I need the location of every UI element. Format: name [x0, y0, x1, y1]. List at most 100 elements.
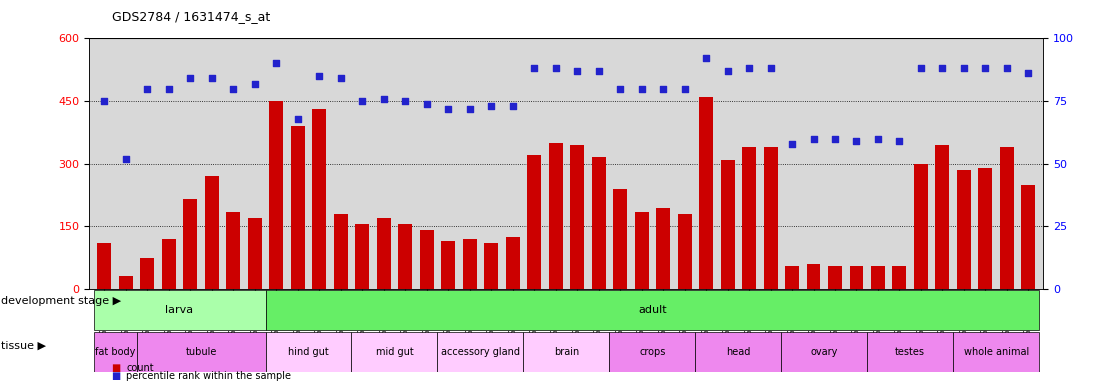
Bar: [763, 147, 778, 289]
Point: [805, 136, 822, 142]
Text: brain: brain: [554, 347, 579, 357]
Bar: [183, 199, 198, 289]
Text: count: count: [126, 363, 154, 373]
Bar: [205, 176, 219, 289]
Point: [375, 96, 393, 102]
Bar: [227, 212, 240, 289]
Bar: [893, 266, 906, 289]
Point: [633, 86, 651, 92]
Point: [719, 68, 737, 74]
Bar: [914, 164, 927, 289]
Bar: [136, 331, 266, 372]
Point: [95, 98, 113, 104]
Bar: [463, 239, 477, 289]
Text: ■: ■: [112, 363, 121, 373]
Bar: [570, 145, 584, 289]
Text: fat body: fat body: [95, 347, 135, 357]
Text: GDS2784 / 1631474_s_at: GDS2784 / 1631474_s_at: [112, 10, 270, 23]
Point: [160, 86, 177, 92]
Point: [310, 73, 328, 79]
Text: ■: ■: [112, 371, 121, 381]
Point: [138, 86, 156, 92]
Point: [224, 86, 242, 92]
Point: [698, 55, 715, 61]
Bar: [94, 331, 136, 372]
Point: [955, 65, 973, 71]
Text: accessory gland: accessory gland: [441, 347, 520, 357]
Bar: [613, 189, 627, 289]
Bar: [398, 224, 412, 289]
Point: [354, 98, 372, 104]
Point: [612, 86, 629, 92]
Bar: [269, 101, 283, 289]
Bar: [781, 331, 867, 372]
Text: testes: testes: [895, 347, 925, 357]
Point: [440, 106, 458, 112]
Bar: [828, 266, 841, 289]
Bar: [420, 230, 434, 289]
Bar: [635, 212, 648, 289]
Bar: [807, 264, 820, 289]
Bar: [721, 159, 734, 289]
Point: [396, 98, 414, 104]
Bar: [609, 331, 695, 372]
Point: [826, 136, 844, 142]
Bar: [953, 331, 1039, 372]
Bar: [377, 218, 391, 289]
Bar: [849, 266, 864, 289]
Text: crops: crops: [639, 347, 665, 357]
Point: [783, 141, 801, 147]
Point: [117, 156, 135, 162]
Text: mid gut: mid gut: [376, 347, 413, 357]
Point: [289, 116, 307, 122]
Bar: [591, 157, 606, 289]
Bar: [867, 331, 953, 372]
Text: hind gut: hind gut: [288, 347, 329, 357]
Point: [869, 136, 887, 142]
Bar: [956, 170, 971, 289]
Bar: [523, 331, 609, 372]
Point: [654, 86, 672, 92]
Point: [246, 80, 263, 86]
Text: development stage ▶: development stage ▶: [1, 296, 122, 306]
Bar: [352, 331, 437, 372]
Bar: [677, 214, 692, 289]
Point: [891, 138, 908, 144]
Bar: [355, 224, 369, 289]
Bar: [549, 143, 562, 289]
Point: [847, 138, 865, 144]
Bar: [699, 97, 713, 289]
Bar: [506, 237, 520, 289]
Bar: [94, 290, 266, 330]
Point: [503, 103, 521, 109]
Text: ovary: ovary: [810, 347, 838, 357]
Bar: [334, 214, 348, 289]
Bar: [484, 243, 498, 289]
Bar: [97, 243, 112, 289]
Point: [417, 101, 435, 107]
Bar: [695, 331, 781, 372]
Point: [547, 65, 565, 71]
Bar: [1000, 147, 1014, 289]
Text: tissue ▶: tissue ▶: [1, 341, 46, 351]
Point: [182, 75, 200, 81]
Text: whole animal: whole animal: [963, 347, 1029, 357]
Bar: [118, 276, 133, 289]
Text: head: head: [727, 347, 750, 357]
Bar: [162, 239, 176, 289]
Bar: [248, 218, 262, 289]
Bar: [266, 290, 1039, 330]
Bar: [441, 241, 455, 289]
Bar: [312, 109, 326, 289]
Point: [933, 65, 951, 71]
Bar: [291, 126, 305, 289]
Point: [675, 86, 693, 92]
Bar: [141, 258, 154, 289]
Point: [461, 106, 479, 112]
Point: [589, 68, 607, 74]
Bar: [1021, 185, 1036, 289]
Point: [268, 60, 286, 66]
Point: [482, 103, 500, 109]
Bar: [870, 266, 885, 289]
Bar: [437, 331, 523, 372]
